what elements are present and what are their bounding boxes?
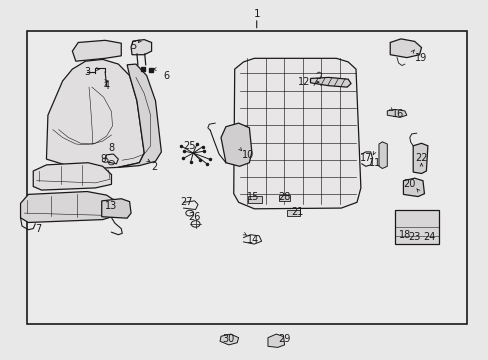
Text: 10: 10 <box>242 150 254 160</box>
Text: 11: 11 <box>368 158 381 168</box>
Text: 25: 25 <box>183 141 196 151</box>
Text: 23: 23 <box>407 232 420 242</box>
Text: 29: 29 <box>278 334 290 344</box>
Text: 21: 21 <box>290 207 303 217</box>
Text: 27: 27 <box>180 197 193 207</box>
Text: 19: 19 <box>414 53 427 63</box>
Text: 18: 18 <box>398 230 410 240</box>
Text: 20: 20 <box>403 179 415 189</box>
Polygon shape <box>394 210 438 244</box>
Text: 26: 26 <box>188 212 201 222</box>
Polygon shape <box>233 58 360 209</box>
Polygon shape <box>33 163 111 190</box>
Polygon shape <box>278 195 290 201</box>
Text: 22: 22 <box>414 153 427 163</box>
Text: 6: 6 <box>163 71 169 81</box>
Polygon shape <box>286 210 299 216</box>
Text: 15: 15 <box>246 192 259 202</box>
Text: 16: 16 <box>391 109 404 120</box>
Polygon shape <box>386 109 406 117</box>
Text: 7: 7 <box>35 224 41 234</box>
Text: 30: 30 <box>222 334 235 344</box>
Text: 13: 13 <box>105 201 118 211</box>
Text: 28: 28 <box>278 192 290 202</box>
Text: 8: 8 <box>108 143 114 153</box>
Polygon shape <box>102 199 131 218</box>
Text: 2: 2 <box>151 162 157 172</box>
Text: 9: 9 <box>101 154 106 164</box>
Polygon shape <box>310 77 350 87</box>
Text: 4: 4 <box>103 81 109 91</box>
Polygon shape <box>72 40 121 61</box>
Polygon shape <box>20 192 117 222</box>
Text: 3: 3 <box>84 67 90 77</box>
Polygon shape <box>412 143 427 174</box>
Polygon shape <box>389 39 421 58</box>
Polygon shape <box>46 59 144 169</box>
Text: 5: 5 <box>130 41 136 51</box>
Polygon shape <box>220 334 238 345</box>
Text: 12: 12 <box>297 77 310 87</box>
Polygon shape <box>131 40 151 55</box>
Text: 1: 1 <box>253 9 260 19</box>
Polygon shape <box>267 334 284 347</box>
Polygon shape <box>378 142 386 168</box>
Text: 24: 24 <box>422 232 435 242</box>
Text: 17: 17 <box>359 153 371 163</box>
Bar <box>27 31 466 324</box>
Text: 14: 14 <box>246 235 259 246</box>
Polygon shape <box>403 178 424 197</box>
Polygon shape <box>221 123 251 166</box>
Polygon shape <box>248 196 262 203</box>
Polygon shape <box>118 64 161 167</box>
